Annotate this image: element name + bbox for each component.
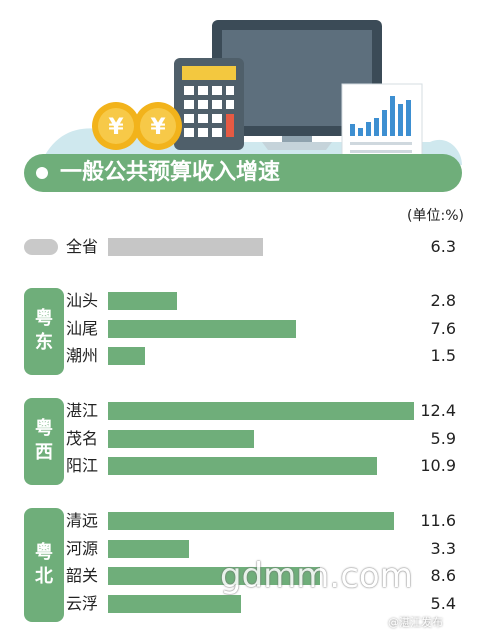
- calculator-icon: [174, 58, 244, 150]
- monitor-icon: [212, 20, 382, 150]
- bar: [108, 457, 377, 475]
- value-label: 5.4: [430, 593, 456, 613]
- bar: [108, 429, 254, 448]
- finance-illustration: ¥ ¥: [40, 20, 462, 185]
- bullet-dot-icon: [36, 167, 48, 179]
- chart-title: 一般公共预算收入增速: [60, 160, 281, 185]
- category-label: 河源: [66, 538, 99, 558]
- category-label: 清远: [66, 511, 99, 530]
- title-banner: [24, 154, 462, 192]
- category-label: 全省: [66, 237, 99, 256]
- province-tag: [24, 239, 58, 255]
- bar: [108, 319, 296, 338]
- value-label: 11.6: [420, 511, 456, 530]
- svg-text:¥: ¥: [150, 115, 166, 140]
- category-label: 湛江: [66, 401, 99, 420]
- region-tag: [24, 508, 64, 622]
- category-label: 汕尾: [66, 318, 99, 338]
- value-label: 3.3: [430, 538, 456, 558]
- bar: [108, 567, 321, 585]
- category-label: 茂名: [66, 428, 99, 448]
- svg-text:¥: ¥: [108, 115, 124, 140]
- bar: [108, 512, 395, 530]
- region-label: 粤东: [35, 308, 53, 354]
- category-label: 阳江: [66, 456, 99, 475]
- bar: [108, 347, 146, 365]
- value-label: 7.6: [430, 318, 456, 338]
- account-watermark: @湛江发布: [388, 616, 443, 629]
- category-label: 韶关: [66, 566, 99, 585]
- coin-icon: ¥ ¥: [92, 102, 182, 150]
- bar: [108, 292, 178, 310]
- value-label: 1.5: [430, 346, 456, 365]
- category-label: 潮州: [66, 346, 99, 365]
- value-label: 10.9: [420, 456, 456, 475]
- site-watermark: gdmm.com: [220, 556, 413, 596]
- region-tag: [24, 288, 64, 375]
- bar: [108, 539, 190, 558]
- bar: [108, 238, 264, 256]
- category-label: 云浮: [66, 593, 99, 613]
- value-label: 6.3: [430, 237, 456, 256]
- region-label: 粤西: [35, 418, 53, 464]
- bar: [108, 594, 242, 613]
- value-label: 2.8: [430, 291, 456, 310]
- region-label: 粤北: [35, 542, 53, 587]
- value-label: 8.6: [430, 566, 456, 585]
- value-label: 5.9: [430, 428, 456, 448]
- unit-label: (单位:%): [407, 208, 464, 224]
- region-tag: [24, 398, 64, 485]
- bar: [108, 402, 414, 420]
- value-label: 12.4: [420, 401, 456, 420]
- category-label: 汕头: [66, 291, 99, 310]
